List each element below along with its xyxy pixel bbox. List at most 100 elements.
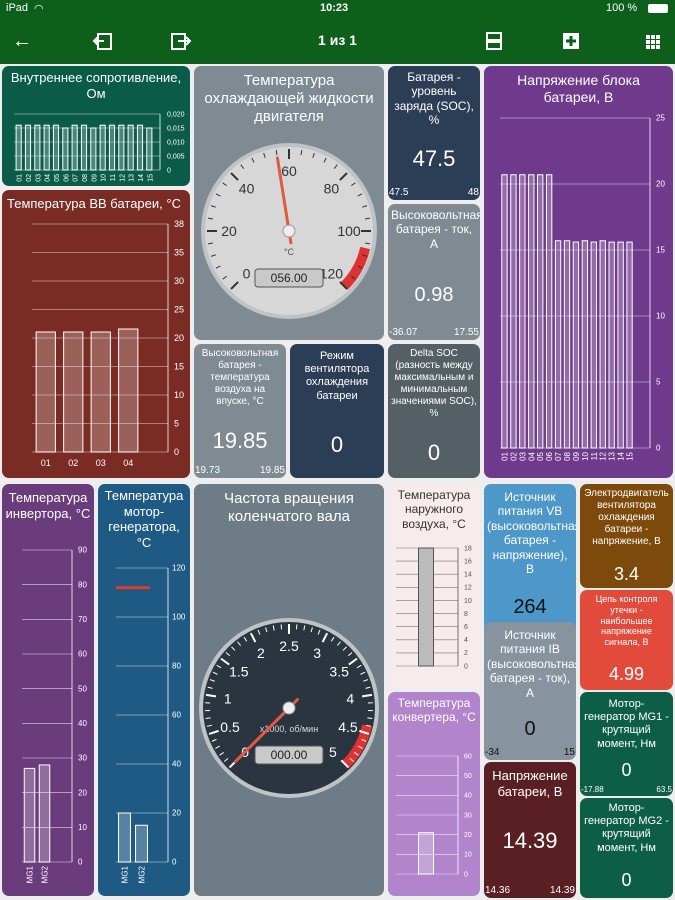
fan-voltage-tile[interactable]: Электродвигатель вентилятора охлаждения … bbox=[580, 484, 673, 588]
gauge-tick bbox=[216, 664, 222, 669]
tile-max: 63.5 bbox=[656, 785, 672, 794]
gauge-tick bbox=[220, 657, 230, 666]
y-tick-label: 80 bbox=[172, 662, 181, 671]
y-tick-label: 20 bbox=[174, 333, 184, 343]
y-tick-label: 60 bbox=[78, 650, 87, 659]
inverter-temp-tile[interactable]: Температура инвертора, °C 90 80 70 60 50 40 30… bbox=[2, 484, 94, 896]
gauge-tick bbox=[362, 205, 368, 208]
gauge-label: 0 bbox=[243, 265, 251, 281]
x-tick-label: 02 bbox=[68, 458, 78, 468]
bar bbox=[80, 124, 88, 171]
tile-title: Температура охлаждающей жидкости двигате… bbox=[204, 72, 374, 125]
tile-value: 47.5 bbox=[412, 146, 456, 171]
gauge-tick bbox=[300, 149, 303, 156]
x-tick-label: 07 bbox=[554, 451, 563, 460]
tile-value: 3.4 bbox=[613, 564, 640, 584]
bar bbox=[43, 124, 50, 171]
mg1-torque-tile[interactable]: Мотор-генератор MG1 - крутящий момент, Н… bbox=[580, 692, 673, 796]
y-tick-label: 0,010 bbox=[167, 139, 185, 146]
x-tick-label: 08 bbox=[563, 451, 572, 460]
gauge-tick bbox=[249, 632, 257, 643]
next-page-icon[interactable] bbox=[166, 27, 194, 55]
gauge-readout: 000.00 bbox=[271, 748, 308, 762]
y-tick-label: 10 bbox=[464, 852, 472, 859]
bar bbox=[90, 127, 97, 171]
x-tick-label: 15 bbox=[626, 451, 635, 460]
rpm-tile[interactable]: Частота вращения коленчатого вала 00.511… bbox=[194, 484, 384, 896]
gauge-tick bbox=[354, 751, 359, 756]
x-tick-label: 01 bbox=[41, 458, 51, 468]
delta-soc-tile[interactable]: Delta SOC (разность между максимальным и… bbox=[388, 344, 480, 478]
gauge-label: 20 bbox=[221, 223, 237, 239]
gauge-tick bbox=[363, 679, 369, 682]
gauge-label: 60 bbox=[281, 163, 297, 179]
gauge-tick bbox=[357, 193, 363, 197]
leak-tile[interactable]: Цепь контроля утечки - наибольшее напряж… bbox=[580, 590, 673, 690]
grid-menu-icon[interactable] bbox=[639, 27, 667, 55]
red-zone bbox=[340, 246, 371, 290]
mg-temp-tile[interactable]: Температура мотор-генератора, °C 120 100 8… bbox=[98, 484, 190, 896]
x-tick-label: 02 bbox=[509, 451, 518, 460]
vb-tile[interactable]: Источник питания VB (высоковольтная бата… bbox=[484, 484, 576, 634]
bar bbox=[34, 124, 41, 171]
tile-title: Электродвигатель вентилятора охлаждения … bbox=[584, 488, 669, 547]
tile-title: Цепь контроля утечки - наибольшее напряж… bbox=[595, 594, 658, 648]
y-tick-label: 25 bbox=[656, 114, 665, 123]
bar bbox=[418, 832, 434, 875]
tile-value: 19.85 bbox=[212, 428, 268, 453]
back-arrow-icon[interactable]: ← bbox=[12, 30, 32, 52]
hv-current-tile[interactable]: Высоковольтная батарея - ток, А 0.98 -36… bbox=[388, 204, 480, 340]
y-tick-label: 0 bbox=[464, 663, 468, 670]
bar bbox=[52, 124, 60, 171]
remove-page-icon[interactable] bbox=[480, 27, 508, 55]
bar bbox=[146, 127, 153, 171]
tile-title: Режим вентилятора охлаждения батареи bbox=[304, 350, 370, 402]
mg2-torque-tile[interactable]: Мотор-генератор MG2 - крутящий момент, Н… bbox=[580, 798, 673, 898]
remove-page-glyph bbox=[486, 32, 502, 50]
gauge-label: 5 bbox=[329, 744, 337, 760]
gauge-tick bbox=[356, 664, 362, 669]
y-tick-label: 40 bbox=[78, 719, 87, 728]
gauge-tick bbox=[205, 693, 217, 698]
gauge-label: 3 bbox=[313, 645, 321, 661]
battery-percent: 100 % bbox=[606, 2, 638, 14]
y-tick-label: 15 bbox=[656, 246, 665, 255]
ib-tile[interactable]: Источник питания IB (высоковольтная бата… bbox=[484, 622, 576, 760]
hv-temp-tile[interactable]: Температура ВВ батареи, °C 38 35 30 25 20 15 1… bbox=[2, 190, 190, 478]
fan-mode-tile[interactable]: Режим вентилятора охлаждения батареи 0 bbox=[290, 344, 384, 478]
bar bbox=[501, 174, 508, 449]
outside-temp-tile[interactable]: Температура наружного воздуха, °C 18 16 14… bbox=[388, 484, 480, 688]
intake-temp-tile[interactable]: Высоковольтная батарея - температура воз… bbox=[194, 344, 286, 478]
gauge-tick bbox=[243, 636, 248, 642]
gauge-tick bbox=[357, 265, 363, 269]
converter-temp-tile[interactable]: Температура конвертера, °C 60 50 40 30 20 10 0 bbox=[388, 692, 480, 896]
soc-tile[interactable]: Батарея - уровень заряда (SOC), % 47.5 4… bbox=[388, 66, 480, 200]
bar bbox=[537, 174, 544, 449]
inverter-temp-chart: 90 80 70 60 50 40 30 20 10 0 MG1 MG2 bbox=[22, 546, 87, 883]
gauge-tick bbox=[303, 625, 306, 631]
converter-temp-chart: 60 50 40 30 20 10 0 bbox=[396, 753, 472, 878]
bar bbox=[554, 240, 562, 449]
gauge-tick bbox=[240, 164, 245, 169]
gauge-tick bbox=[223, 757, 229, 762]
prev-page-icon[interactable] bbox=[90, 27, 118, 55]
wifi-icon: ◠ bbox=[34, 3, 44, 15]
status-bar: iPad ◠ 10:23 100 % bbox=[0, 0, 675, 18]
coolant-tile[interactable]: Температура охлаждающей жидкости двигате… bbox=[194, 66, 384, 340]
y-tick-label: 35 bbox=[174, 248, 184, 258]
block-voltage-tile[interactable]: Напряжение блока батареи, В 25 20 15 10 5 0 01… bbox=[484, 66, 673, 478]
y-tick-label: 60 bbox=[172, 711, 181, 720]
pack-voltage-tile[interactable]: Напряжение батареи, В 14.39 14.36 14.39 bbox=[484, 762, 576, 898]
resistance-tile[interactable]: Внутреннее сопротивление, Ом 0,020 0,015 0… bbox=[2, 66, 190, 186]
gauge-tick bbox=[272, 625, 275, 631]
gauge-label: 0.5 bbox=[220, 719, 240, 735]
gauge-tick bbox=[317, 629, 321, 635]
gauge-tick bbox=[207, 686, 213, 689]
tile-min: -34 bbox=[485, 747, 500, 758]
tile-max: 17.55 bbox=[453, 327, 479, 338]
grid-menu-glyph bbox=[646, 35, 660, 49]
add-page-icon[interactable] bbox=[557, 27, 585, 55]
gauge-tick bbox=[323, 157, 327, 163]
bar bbox=[99, 124, 106, 171]
gauge-tick bbox=[210, 205, 216, 208]
